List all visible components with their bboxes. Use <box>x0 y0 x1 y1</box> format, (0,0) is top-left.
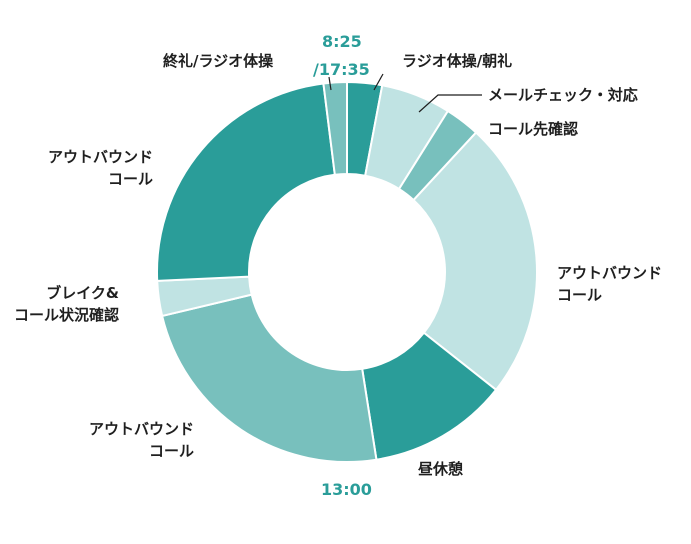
midday-time-label: 13:00 <box>321 480 372 499</box>
slice-label-lunch: 昼休憩 <box>418 460 464 478</box>
end-time-label: /17:35 <box>313 60 370 79</box>
slice-label-outbound-3: アウトバウンド コール <box>48 148 154 188</box>
slice-label-radio-evening: 終礼/ラジオ体操 <box>163 52 274 70</box>
donut-slice-5 <box>160 293 378 463</box>
slice-label-radio-morning: ラジオ体操/朝礼 <box>402 52 513 70</box>
slice-label-outbound-1: アウトバウンド コール <box>557 264 663 304</box>
leader-line-end <box>373 73 384 91</box>
donut-slice-3 <box>412 131 538 392</box>
slice-label-call-check: コール先確認 <box>488 120 579 138</box>
donut-slice-8 <box>322 80 348 176</box>
slice-label-email: メールチェック・対応 <box>488 86 638 104</box>
donut-slice-7 <box>156 82 336 282</box>
slice-label-break: ブレイク& コール状況確認 <box>14 284 120 324</box>
leader-line-mail <box>418 94 482 113</box>
slice-label-outbound-2: アウトバウンド コール <box>89 420 195 460</box>
start-time-label: 8:25 <box>322 32 362 51</box>
leader-line-start <box>328 76 332 91</box>
